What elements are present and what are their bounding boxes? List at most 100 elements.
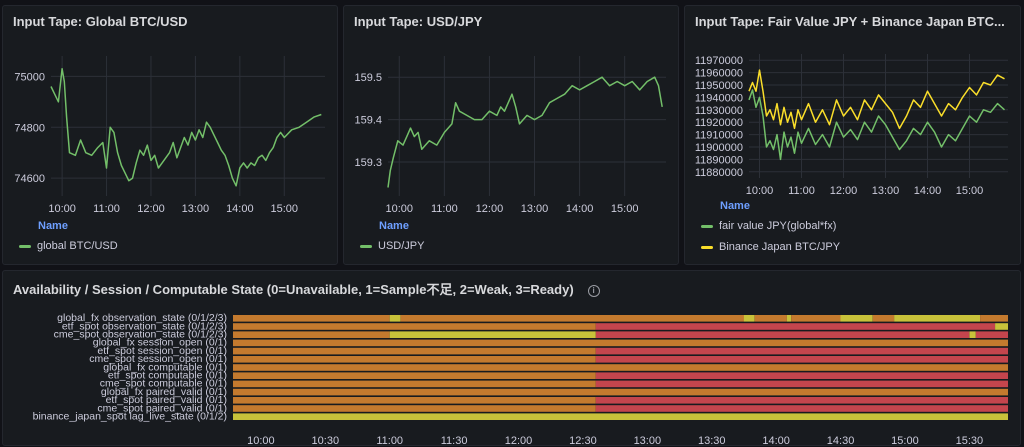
y-tick-label: 159.4: [354, 115, 382, 127]
legend-swatch: [701, 245, 713, 249]
state-segment: [233, 323, 596, 330]
fair-value-chart: 1197000011960000119500001194000011930000…: [695, 54, 1008, 197]
state-segment: [233, 413, 1008, 420]
x-tick-label: 15:30: [956, 435, 984, 447]
panel-title-text: Availability / Session / Computable Stat…: [13, 282, 574, 297]
row-label: global_fx computable (0/1): [103, 361, 227, 373]
state-segment: [969, 331, 976, 338]
legend-item-usdjpy[interactable]: USD/JPY: [360, 240, 424, 252]
state-segment: [840, 315, 873, 322]
x-tick-label: 14:00: [914, 185, 942, 197]
x-tick-label: 11:30: [441, 435, 468, 447]
x-tick-label: 14:00: [226, 203, 254, 215]
panel-title[interactable]: Input Tape: Fair Value JPY + Binance Jap…: [695, 14, 1005, 29]
x-tick-label: 12:00: [830, 185, 858, 197]
y-tick-label: 11960000: [695, 68, 743, 80]
series-line: [50, 67, 322, 187]
legend-name-header: Name: [720, 200, 750, 212]
row-label: cme_spot computable (0/1): [100, 378, 227, 390]
btcusd-chart: 75000 74800 74600 10:00 11:00 12:00 13:00 14:00…: [14, 56, 325, 215]
panel-state-timeline[interactable]: Availability / Session / Computable Stat…: [2, 270, 1021, 447]
x-tick-label: 11:00: [376, 435, 403, 447]
state-segment: [595, 397, 1008, 404]
state-segment: [872, 315, 895, 322]
state-segment: [233, 347, 596, 355]
info-icon[interactable]: i: [587, 285, 600, 297]
y-tick-label: 11940000: [695, 92, 743, 104]
y-tick-label: 11920000: [695, 117, 743, 129]
series-line: [387, 76, 663, 188]
row-label: cme_spot session_open (0/1): [89, 353, 227, 365]
y-tick-label: 11910000: [695, 130, 743, 142]
y-tick-label: 11890000: [695, 154, 743, 166]
state-segment: [233, 315, 390, 322]
legend-name-header: Name: [38, 220, 68, 232]
state-segment: [975, 331, 1008, 338]
row-label: etf_spot paired_valid (0/1): [106, 394, 227, 406]
x-tick-label: 15:00: [891, 435, 919, 447]
panel-fair-value[interactable]: Input Tape: Fair Value JPY + Binance Jap…: [684, 5, 1021, 265]
y-tick-label: 74600: [14, 173, 45, 185]
state-segment: [233, 339, 1008, 347]
state-segment: [233, 397, 596, 404]
x-tick-label: 13:00: [872, 185, 900, 197]
y-tick-label: 159.5: [354, 72, 382, 84]
legend-label: USD/JPY: [378, 240, 425, 252]
legend-item-fair-value[interactable]: fair value JPY(global*fx): [701, 220, 836, 232]
state-segment: [595, 331, 970, 338]
x-tick-label: 15:00: [611, 203, 639, 215]
row-label: cme_spot paired_valid (0/1): [97, 402, 227, 414]
state-segment: [595, 323, 996, 330]
panel-title[interactable]: Availability / Session / Computable Stat…: [13, 279, 600, 298]
legend-swatch: [19, 244, 31, 248]
series-line: [748, 89, 1005, 161]
x-tick-label: 15:00: [956, 185, 984, 197]
row-label: cme_spot observation_state (0/1/2/3): [54, 329, 227, 341]
legend-label: Binance Japan BTC/JPY: [719, 241, 841, 253]
x-tick-label: 10:00: [386, 203, 414, 215]
state-segment: [791, 315, 841, 322]
x-tick-label: 12:30: [569, 435, 597, 447]
x-tick-label: 10:00: [247, 435, 275, 447]
panel-usdjpy[interactable]: Input Tape: USD/JPY 159.5 159.4 159.3 10:00…: [343, 5, 679, 265]
row-label: etf_spot session_open (0/1): [97, 345, 227, 357]
x-tick-label: 12:00: [505, 435, 533, 447]
x-tick-label: 11:00: [431, 203, 458, 215]
panel-global-btcusd[interactable]: Input Tape: Global BTC/USD 75000 74800 746…: [2, 5, 338, 265]
row-label: global_fx paired_valid (0/1): [101, 386, 227, 398]
x-tick-label: 12:00: [476, 203, 504, 215]
series-line: [748, 69, 1005, 130]
legend-item-global-btcusd[interactable]: global BTC/USD: [19, 240, 118, 252]
state-segment: [595, 405, 1008, 412]
x-tick-label: 13:00: [634, 435, 662, 447]
legend-swatch: [360, 244, 372, 248]
state-segment: [389, 315, 401, 322]
y-tick-label: 11930000: [695, 105, 743, 117]
x-tick-label: 13:30: [698, 435, 726, 447]
state-segment: [595, 356, 1008, 363]
state-segment: [233, 356, 596, 363]
state-segment: [894, 315, 981, 322]
state-segment: [995, 323, 1008, 330]
x-tick-label: 13:00: [521, 203, 549, 215]
legend-label: global BTC/USD: [37, 240, 118, 252]
state-segment: [400, 315, 744, 322]
y-tick-label: 11880000: [695, 167, 743, 179]
state-segment: [233, 380, 596, 388]
row-label: etf_spot computable (0/1): [108, 370, 227, 382]
state-segment: [754, 315, 787, 322]
panel-title[interactable]: Input Tape: USD/JPY: [354, 14, 483, 29]
x-tick-label: 11:00: [93, 203, 120, 215]
state-segment: [233, 331, 390, 338]
x-tick-label: 10:00: [48, 203, 76, 215]
state-segment: [233, 405, 596, 412]
usdjpy-chart: 159.5 159.4 159.3 10:00 11:00 12:00 13:00 14:00…: [354, 56, 666, 215]
row-label: binance_japan_spot lag_live_state (0/1/2…: [33, 411, 227, 423]
state-segment: [743, 315, 755, 322]
legend-item-binance-japan[interactable]: Binance Japan BTC/JPY: [701, 241, 840, 253]
y-tick-label: 74800: [14, 122, 45, 134]
panel-title[interactable]: Input Tape: Global BTC/USD: [13, 14, 188, 29]
state-timeline-chart: global_fx observation_state (0/1/2/3)etf…: [33, 312, 1008, 447]
state-segment: [595, 372, 1008, 379]
x-tick-label: 10:00: [746, 185, 774, 197]
